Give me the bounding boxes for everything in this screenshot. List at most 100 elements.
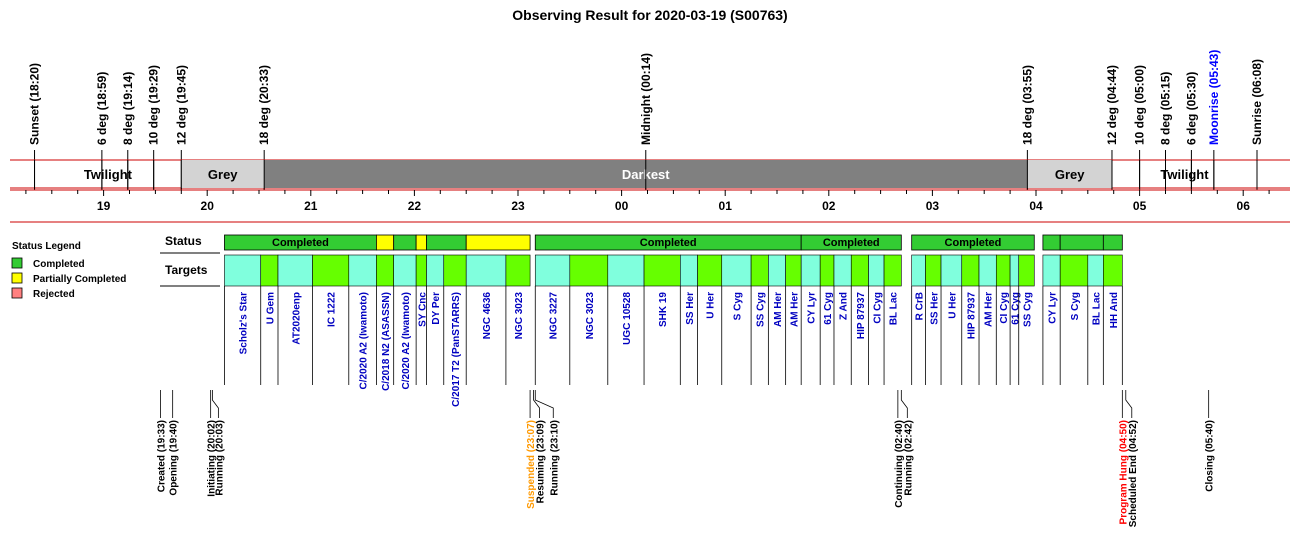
legend-swatch-completed [11,257,23,269]
target-label: DY Per [431,292,442,325]
band-label: Grey [1055,167,1085,182]
target-label: IC 1222 [327,292,338,327]
targets-row-label: Targets [165,263,208,277]
target-block [569,254,609,287]
target-block [721,254,752,287]
band-label: Grey [208,167,238,182]
status-segment [415,234,427,251]
target-block [680,254,698,287]
target-label: NGC 3227 [549,292,560,340]
target-block [224,254,262,287]
target-block [883,254,902,287]
target-label: BL Lac [889,292,900,326]
target-label: U Her [947,292,958,319]
status-segment-label: Completed [945,237,1002,249]
target-label: C/2018 N2 (ASASSN) [381,292,392,391]
target-label: SHK 19 [658,292,669,327]
hour-tick-label: 04 [1029,199,1043,213]
target-label: HIP 87937 [966,292,977,340]
sky-event-label: 18 deg (03:55) [1020,65,1034,145]
target-label: Z And [839,292,850,320]
system-event-label: Created (19:33) [157,420,168,492]
target-block [465,254,507,287]
target-label: U Gem [265,292,276,324]
system-event-label: Continuing (02:40) [894,420,905,508]
hour-tick-label: 22 [408,199,422,213]
target-label: SS Her [685,292,696,325]
status-segment [1102,234,1123,251]
system-event-label: Program Hung (04:50) [1118,420,1129,524]
target-block [376,254,394,287]
sky-event-label: Midnight (00:14) [639,53,653,145]
target-block [443,254,467,287]
legend-label: Partially Completed [33,274,126,285]
status-segment [1042,234,1061,251]
event-leader [534,390,554,418]
target-block [768,254,786,287]
target-block [940,254,963,287]
target-block [1018,254,1035,287]
status-segment [800,234,902,251]
target-block [393,254,417,287]
legend-swatch-rejected [11,287,23,299]
target-block [850,254,869,287]
chart-title: Observing Result for 2020-03-19 (S00763) [512,7,787,23]
sky-event-label: Sunset (18:20) [28,63,42,145]
band-grey [181,160,265,188]
sky-event-label: Sunrise (06:08) [1250,59,1264,145]
target-block [750,254,769,287]
hour-tick-label: 02 [822,199,836,213]
target-label: UGC 10528 [622,292,633,345]
target-label: U Her [706,292,717,319]
target-label: S Cyg [732,292,743,320]
sky-event-label: 10 deg (05:00) [1133,65,1147,145]
hour-tick-label: 21 [304,199,318,213]
sky-event-label: 6 deg (05:30) [1184,72,1198,145]
sky-event-label: 8 deg (19:14) [121,72,135,145]
target-label: AM Her [984,292,995,327]
legend-label: Completed [33,259,85,270]
target-label: R CrB [915,292,926,320]
band-grey [1027,160,1112,188]
target-block [833,254,852,287]
target-block [1103,254,1123,287]
status-segment [376,234,395,251]
target-block [1087,254,1104,287]
target-block [1059,254,1089,287]
sky-event-label: Moonrise (05:43) [1207,50,1221,145]
target-label: CY Lyr [1048,292,1059,324]
status-segment [465,234,531,251]
hour-tick-label: 00 [615,199,629,213]
event-leader [1125,390,1133,418]
target-block [426,254,445,287]
target-label: 61 Cyg [1010,292,1021,325]
system-event-label: Scheduled End (04:52) [1128,420,1139,527]
target-block [785,254,802,287]
target-block [312,254,350,287]
target-block [415,254,427,287]
band-label: Twilight [1160,167,1209,182]
target-block [911,254,926,287]
target-label: Scholz's Star [239,292,250,355]
status-segment [911,234,1035,251]
legend-title: Status Legend [12,241,81,252]
target-block [961,254,980,287]
hour-tick-label: 23 [511,199,525,213]
target-block [348,254,377,287]
target-block [995,254,1011,287]
sky-event-label: 18 deg (20:33) [257,65,271,145]
system-event-label: Initiating (20:02) [207,420,218,497]
target-block [819,254,835,287]
status-segment-label: Completed [640,237,697,249]
target-label: 61 Cyg [823,292,834,325]
target-label: AM Her [789,292,800,327]
system-event-label: Closing (05:40) [1205,420,1216,492]
system-event-label: Suspended (23:07) [526,420,537,509]
legend-swatch-partial [11,272,23,284]
target-label: NGC 3023 [514,292,525,340]
target-label: SS Her [929,292,940,325]
sky-event-label: 10 deg (19:29) [147,65,161,145]
target-label: CI Cyg [999,292,1010,324]
event-leader [211,390,219,418]
hour-tick-label: 20 [201,199,215,213]
